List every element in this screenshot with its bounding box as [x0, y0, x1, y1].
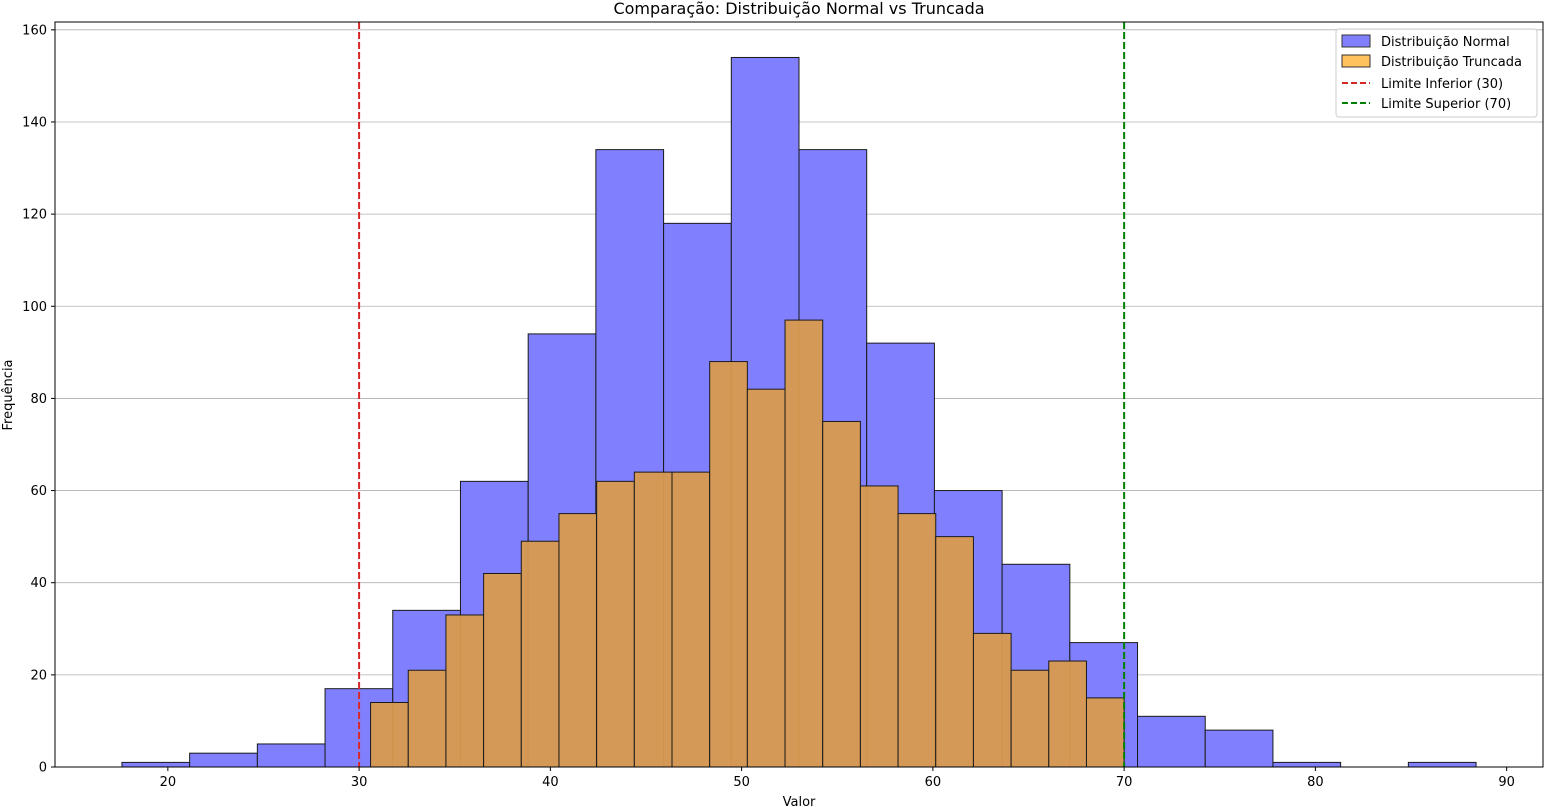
truncated-bar: [935, 536, 974, 768]
x-tick-label: 90: [1498, 775, 1515, 790]
normal-bar: [1407, 761, 1477, 768]
truncated-bar: [822, 420, 861, 768]
legend-swatch-truncated: [1341, 54, 1371, 68]
x-tick-label: 60: [925, 775, 942, 790]
y-tick-label: 40: [30, 576, 47, 591]
truncated-bar: [671, 471, 711, 768]
x-tick-label: 50: [733, 775, 750, 790]
truncated-bar: [407, 669, 447, 768]
y-tick-label: 160: [22, 23, 47, 38]
y-tick-label: 0: [39, 761, 47, 776]
truncated-bar: [972, 632, 1012, 768]
legend-label-lower: Limite Inferior (30): [1381, 77, 1503, 92]
truncated-bar: [709, 361, 748, 768]
truncated-bar: [483, 572, 522, 768]
x-tick-label: 30: [351, 775, 368, 790]
truncated-bar: [1085, 697, 1125, 768]
x-tick-label: 20: [160, 775, 177, 790]
truncated-bar: [784, 319, 824, 768]
x-tick-label: 70: [1116, 775, 1133, 790]
normal-bar: [189, 752, 258, 768]
x-tick-label: 80: [1307, 775, 1324, 790]
legend-label-normal: Distribuição Normal: [1381, 35, 1510, 50]
normal-bar: [121, 761, 191, 768]
y-tick-label: 100: [22, 300, 47, 315]
y-tick-label: 80: [30, 392, 47, 407]
truncated-bar: [596, 480, 635, 768]
y-axis: 0 20 40 60 80 100 120 140 160: [22, 23, 55, 776]
truncated-bar: [520, 540, 560, 768]
truncated-bars: [370, 319, 1125, 768]
legend-swatch-normal: [1341, 34, 1371, 48]
truncated-bar: [1048, 660, 1087, 768]
legend-frame: [1335, 28, 1538, 118]
legend-label-upper: Limite Superior (70): [1381, 97, 1511, 112]
y-axis-label: Frequência: [1, 359, 16, 430]
truncated-bar: [558, 513, 598, 768]
y-tick-label: 60: [30, 484, 47, 499]
normal-bar: [1204, 729, 1274, 768]
legend: Distribuição Normal Distribuição Truncad…: [1335, 28, 1538, 118]
truncated-bar: [633, 471, 673, 768]
reference-lines: [358, 22, 1126, 767]
legend-label-truncated: Distribuição Truncada: [1381, 55, 1522, 70]
truncated-bar: [1010, 669, 1050, 768]
truncated-bar: [370, 701, 409, 768]
plot-frame: [54, 21, 1544, 768]
truncated-bar: [445, 614, 485, 768]
y-tick-label: 120: [22, 208, 47, 223]
x-axis: 20 30 40 50 60 70 80 90: [160, 767, 1515, 790]
y-tick-label: 20: [30, 668, 47, 683]
chart-title: Comparação: Distribuição Normal vs Trunc…: [613, 0, 984, 18]
x-axis-label: Valor: [783, 795, 816, 807]
normal-bar: [256, 743, 326, 768]
normal-bar: [1272, 761, 1342, 768]
truncated-bar: [897, 513, 937, 768]
truncated-bar: [746, 388, 786, 768]
truncated-bar: [859, 485, 899, 768]
x-tick-label: 40: [542, 775, 559, 790]
normal-bar: [1137, 715, 1206, 768]
y-tick-label: 140: [22, 115, 47, 130]
